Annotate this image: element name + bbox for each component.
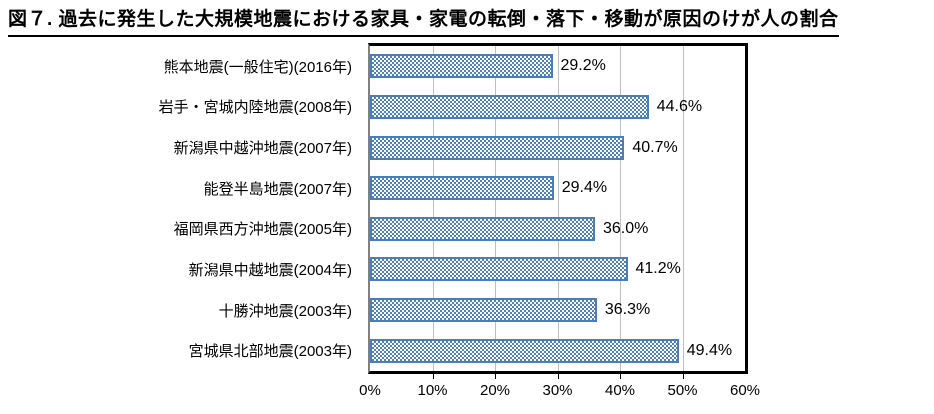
bar-row: 36.3% [370,290,745,331]
bar [370,216,595,241]
bar [370,54,553,79]
category-label: 能登半島地震(2007年) [203,180,352,198]
bar-row: 49.4% [370,330,745,371]
value-label: 29.4% [561,179,608,197]
bar-row: 36.0% [370,209,745,250]
bar [370,298,597,323]
category-label: 新潟県中越地震(2004年) [188,261,352,279]
bar-row: 40.7% [370,127,745,168]
bar [370,94,649,119]
gridline [495,46,496,371]
bars-area: 29.2% 44.6% 40.7% 29.4% 36.0% 41.2% 36.3% 49.4% [370,46,745,371]
bar-row: 29.4% [370,168,745,209]
category-label: 十勝沖地震(2003年) [218,302,352,320]
x-tick-label: 60% [729,382,761,399]
bar-row: 29.2% [370,46,745,87]
x-tick-label: 10% [417,382,448,399]
x-tick-label: 40% [604,382,636,399]
x-tick [620,374,621,379]
x-axis-ticks [370,374,745,379]
bar [370,338,679,363]
x-tick [495,374,496,379]
value-label: 40.7% [632,138,678,156]
x-tick [682,374,684,379]
value-label: 41.2% [635,260,681,278]
category-label: 岩手・宮城内陸地震(2008年) [158,99,352,117]
x-tick [557,374,559,379]
chart-title: 図７. 過去に発生した大規模地震における家具・家電の転倒・落下・移動が原因のけが… [8,4,839,37]
category-label: 宮城県北部地震(2003年) [188,343,352,361]
bar [370,176,554,201]
category-label: 福岡県西方沖地震(2005年) [173,221,352,239]
bar-row: 41.2% [370,249,745,290]
value-label: 44.6% [656,97,703,115]
gridline [432,46,434,371]
x-tick-label: 20% [479,382,511,399]
bar [370,135,625,160]
bar [370,257,628,282]
value-label: 36.3% [604,301,651,319]
category-label: 熊本地震(一般住宅)(2016年) [163,58,352,76]
bar-row: 44.6% [370,87,745,128]
category-axis: 熊本地震(一般住宅)(2016年) 岩手・宮城内陸地震(2008年) 新潟県中越沖地… [0,46,360,371]
gridline [620,46,621,371]
x-tick-label: 50% [667,382,698,399]
value-label: 49.4% [686,341,733,359]
gridline [682,46,684,371]
gridline [557,46,559,371]
x-tick [432,374,434,379]
x-axis-labels: 0% 10% 20% 30% 40% 50% 60% [359,382,760,402]
category-label: 新潟県中越沖地震(2007年) [173,140,352,158]
value-label: 36.0% [603,219,649,237]
value-label: 29.2% [560,57,606,75]
x-tick-label: 0% [359,382,381,399]
x-tick-label: 30% [542,382,573,399]
